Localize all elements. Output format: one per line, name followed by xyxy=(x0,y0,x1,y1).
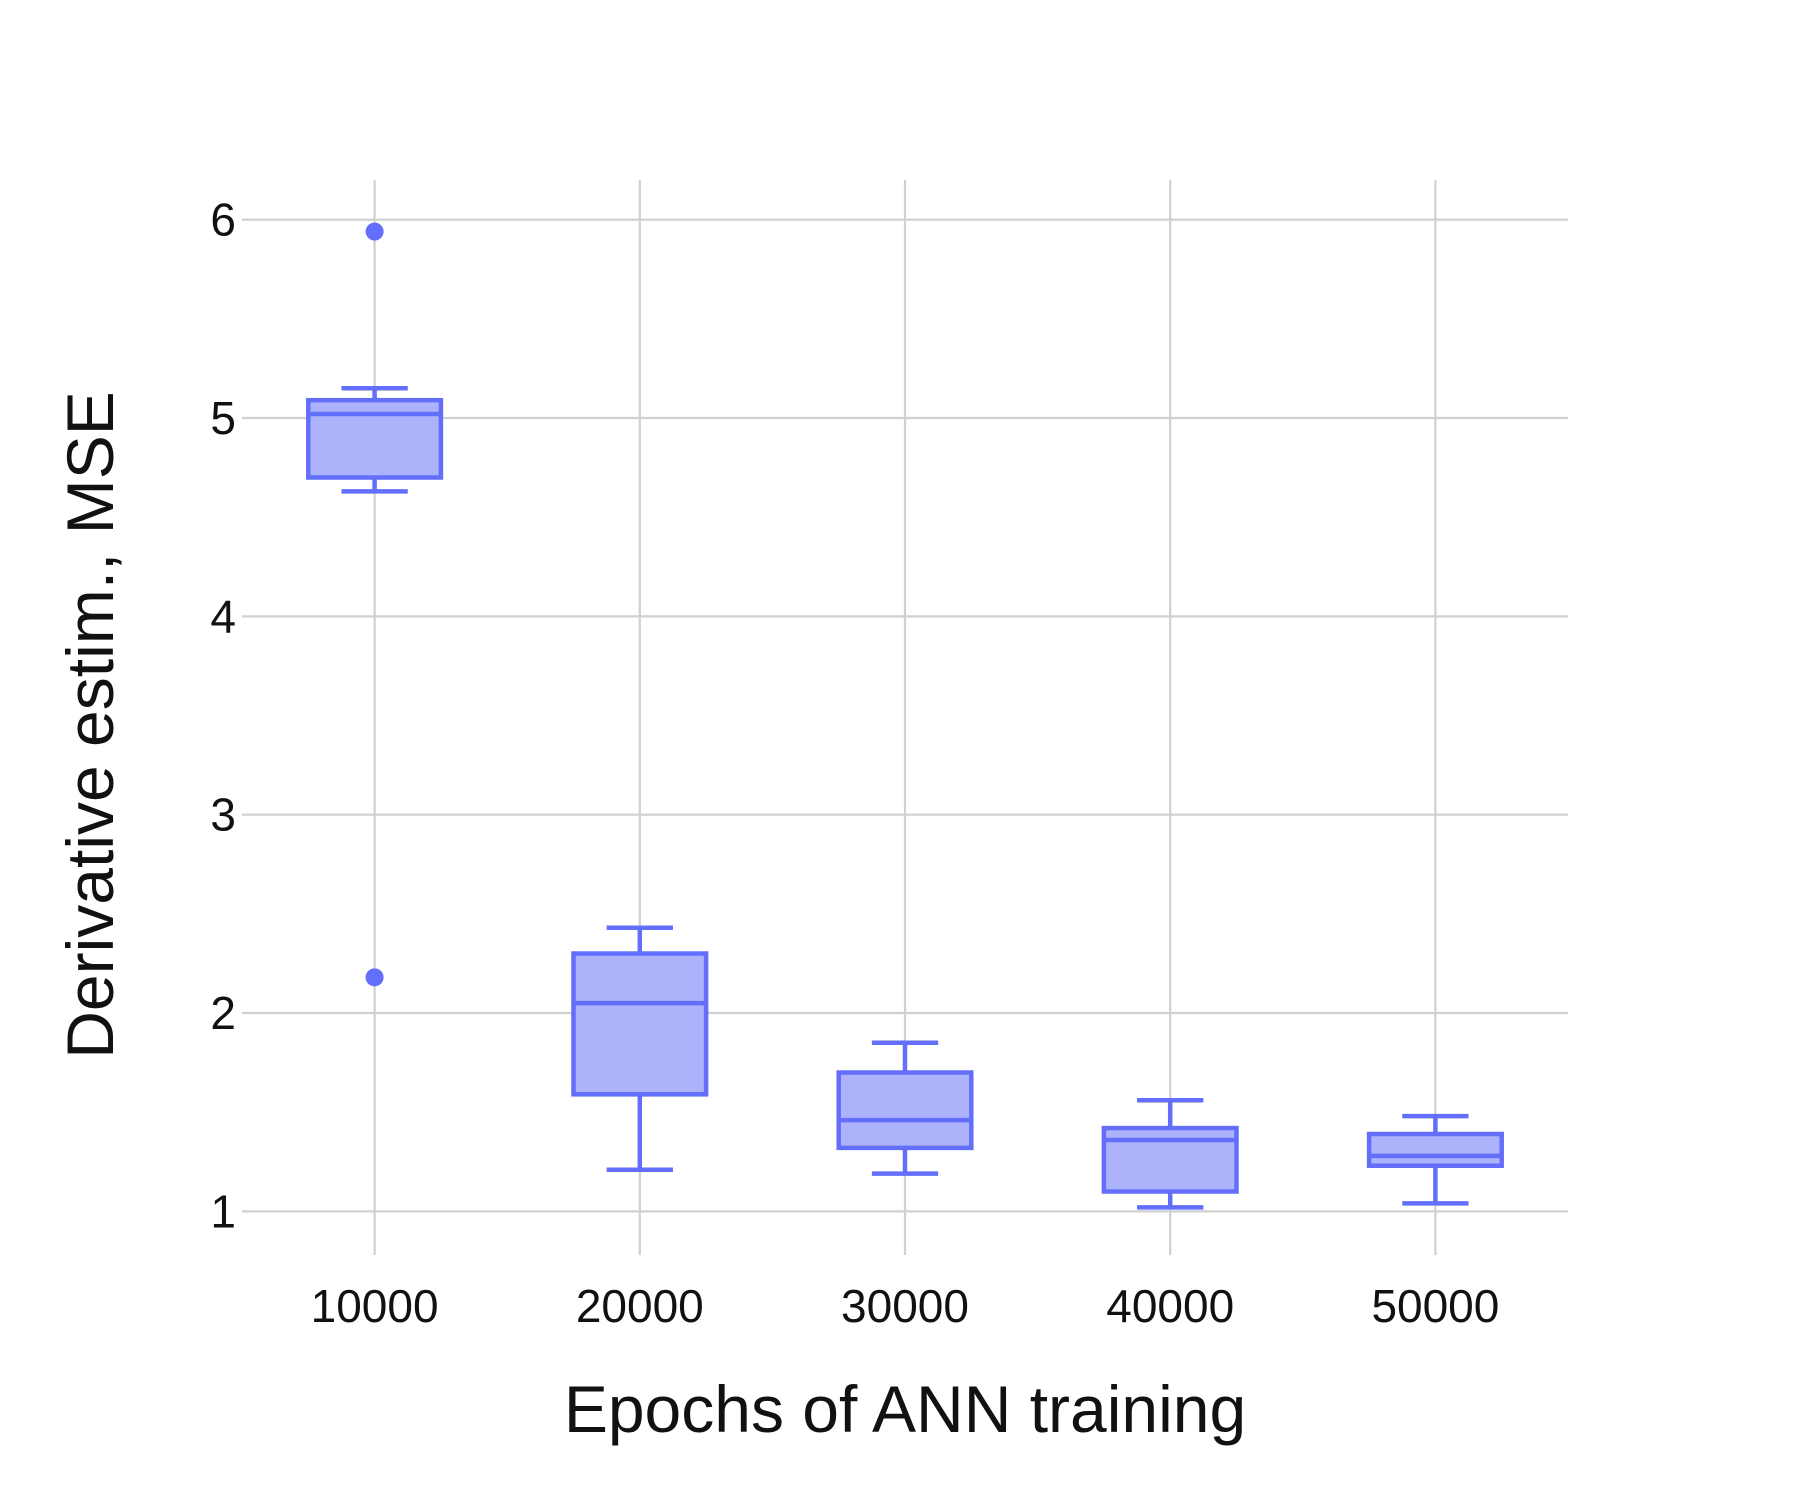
y-tick-labels: 1 2 3 4 5 6 xyxy=(210,194,236,1238)
y-tick-label: 3 xyxy=(210,789,236,841)
x-tick-label: 20000 xyxy=(576,1280,704,1332)
grid-lines xyxy=(242,180,1568,1255)
x-tick-label: 10000 xyxy=(311,1280,439,1332)
x-tick-labels: 10000 20000 30000 40000 50000 xyxy=(311,1280,1500,1332)
y-tick-label: 2 xyxy=(210,987,236,1039)
x-tick-label: 40000 xyxy=(1106,1280,1234,1332)
box-10000 xyxy=(306,222,444,987)
y-axis-title: Derivative estim., MSE xyxy=(53,391,127,1058)
box-iqr xyxy=(571,951,709,1097)
box-50000 xyxy=(1366,1113,1504,1206)
box-iqr xyxy=(1101,1125,1239,1194)
x-tick-label: 50000 xyxy=(1371,1280,1499,1332)
box-iqr xyxy=(1366,1131,1504,1168)
x-axis-title: Epochs of ANN training xyxy=(564,1372,1246,1446)
x-tick-label: 30000 xyxy=(841,1280,969,1332)
box-30000 xyxy=(836,1040,974,1176)
y-tick-label: 1 xyxy=(210,1185,236,1237)
y-tick-label: 4 xyxy=(210,590,236,642)
outlier-point xyxy=(365,222,384,241)
y-tick-label: 5 xyxy=(210,392,236,444)
box-40000 xyxy=(1101,1098,1239,1210)
box-series xyxy=(306,222,1504,1210)
y-tick-label: 6 xyxy=(210,194,236,246)
box-20000 xyxy=(571,925,709,1172)
box-iqr xyxy=(836,1070,974,1151)
outlier-point xyxy=(365,968,384,987)
box-iqr xyxy=(306,397,444,480)
